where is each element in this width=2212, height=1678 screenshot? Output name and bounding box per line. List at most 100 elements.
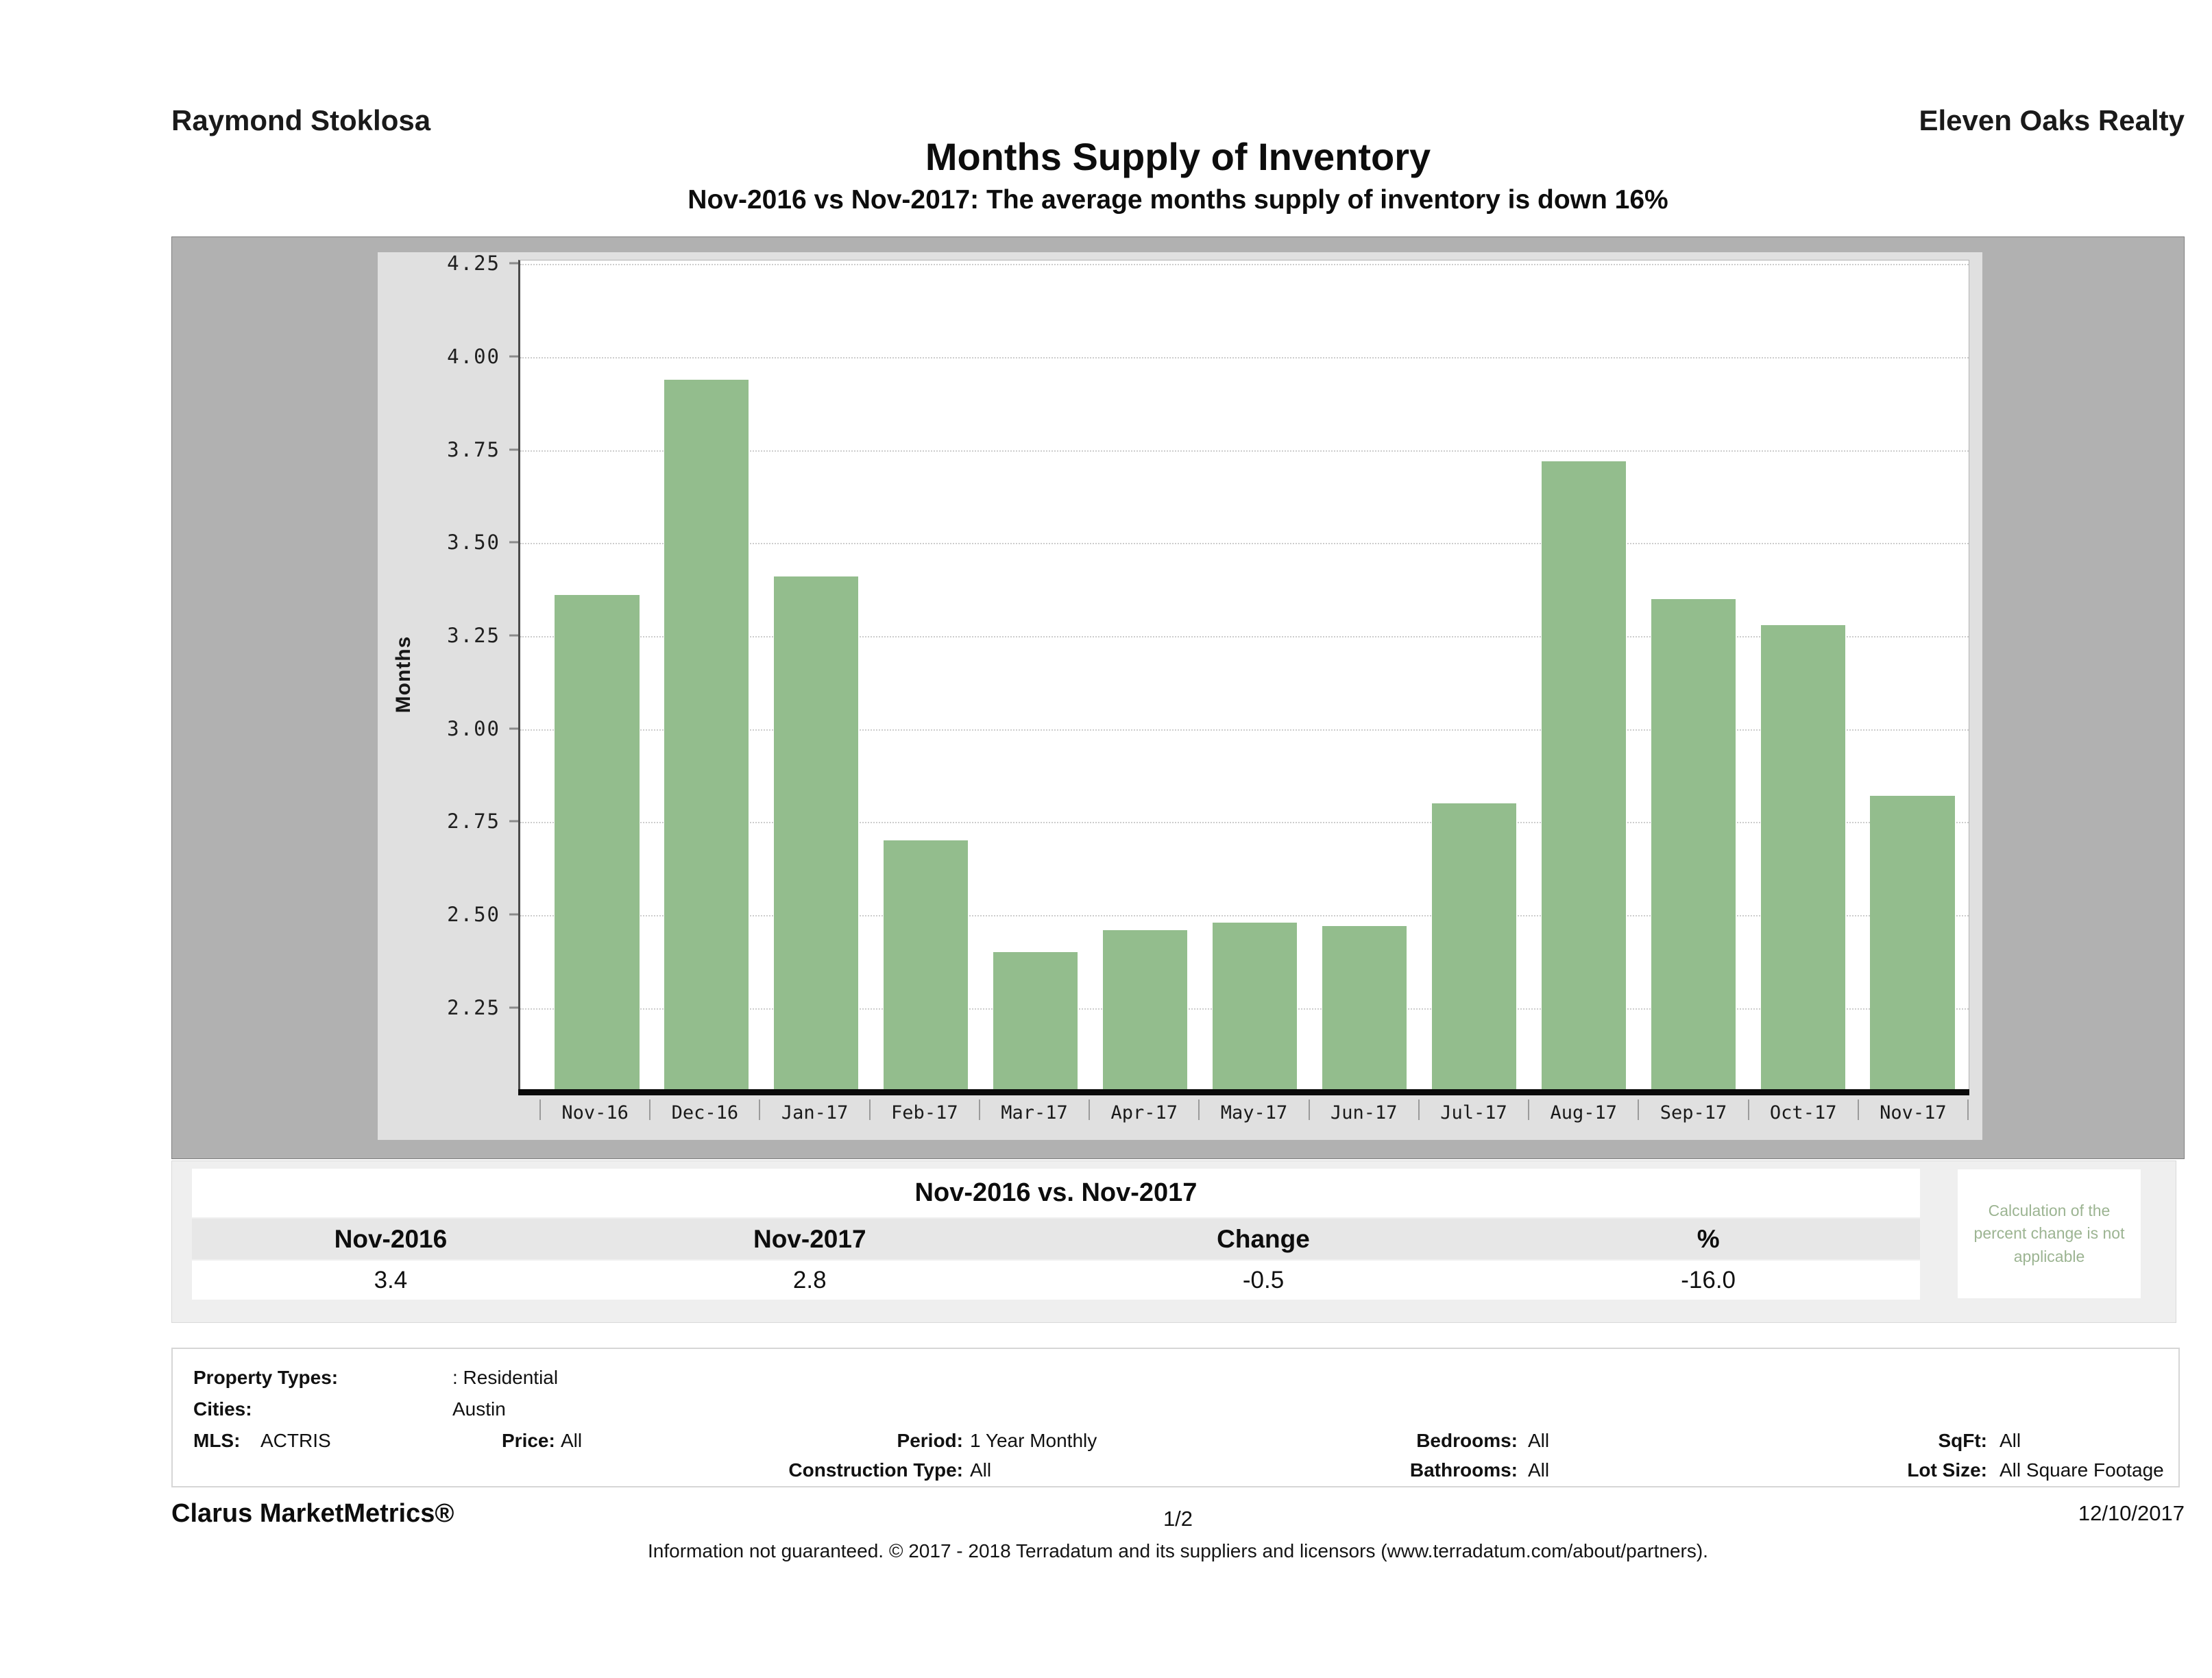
lot-size-value: All Square Footage <box>2000 1459 2164 1481</box>
bar-dec-16 <box>664 379 749 1090</box>
page-number: 1/2 <box>1163 1507 1193 1531</box>
x-tick-cell: Nov-16 <box>539 1098 650 1130</box>
chart-panel: Months 4.25 4.00 3.75 3.50 3.25 3.00 2.75 2.50 2… <box>378 252 1982 1140</box>
x-tick-label: Oct-17 <box>1769 1102 1837 1123</box>
page-subtitle: Nov-2016 vs Nov-2017: The average months… <box>688 185 1668 215</box>
bar-slot <box>1858 260 1967 1090</box>
bar-slot <box>871 260 981 1090</box>
x-axis-labels: Nov-16 Dec-16 Jan-17 Feb-17 Mar-17 Apr-17 May-… <box>518 1098 1969 1130</box>
mls-label: MLS: <box>193 1430 241 1451</box>
x-tick-separator <box>1089 1099 1091 1120</box>
bar-jan-17 <box>774 576 859 1090</box>
y-tick-mark <box>509 448 518 451</box>
bar-slot <box>1748 260 1858 1090</box>
x-tick-label: Jan-17 <box>781 1102 849 1123</box>
column-header-change: Change <box>1217 1224 1310 1253</box>
x-tick-label: Jul-17 <box>1440 1102 1507 1123</box>
gridline <box>520 357 1969 359</box>
bar-nov-16 <box>555 595 640 1090</box>
x-tick-separator <box>1418 1099 1420 1120</box>
x-tick-label: May-17 <box>1220 1102 1288 1123</box>
x-tick-cell: Aug-17 <box>1528 1098 1638 1130</box>
column-header-percent: % <box>1697 1224 1720 1253</box>
y-tick-label: 3.75 <box>447 437 500 461</box>
property-types-value: : Residential <box>452 1367 559 1388</box>
x-tick-label: Nov-17 <box>1880 1102 1947 1123</box>
page-title: Months Supply of Inventory <box>925 135 1431 178</box>
x-tick-separator <box>1857 1099 1859 1120</box>
value-change: -0.5 <box>1242 1266 1285 1293</box>
bar-slot <box>1529 260 1638 1090</box>
construction-type-label: Construction Type: <box>788 1459 963 1481</box>
bar-slot <box>1638 260 1748 1090</box>
bar-feb-17 <box>884 840 969 1090</box>
bar-slot <box>762 260 871 1090</box>
comparison-value-row: 3.4 2.8 -0.5 -16.0 <box>192 1261 1920 1300</box>
gridline <box>520 822 1969 824</box>
x-tick-separator <box>1638 1099 1640 1120</box>
bar-may-17 <box>1212 922 1298 1090</box>
bar-jun-17 <box>1322 926 1407 1090</box>
bar-aug-17 <box>1541 461 1626 1090</box>
bar-slot <box>1309 260 1419 1090</box>
bar-jul-17 <box>1431 803 1516 1090</box>
column-header-nov-2016: Nov-2016 <box>334 1224 448 1253</box>
bar-slot <box>542 260 652 1090</box>
period-label: Period: <box>897 1430 963 1451</box>
x-tick-label: Mar-17 <box>1001 1102 1068 1123</box>
sqft-value: All <box>2000 1430 2021 1451</box>
gridline <box>520 914 1969 916</box>
bar-slot <box>1091 260 1200 1090</box>
brand-name: Clarus MarketMetrics® <box>171 1499 454 1528</box>
x-tick-cell: Oct-17 <box>1747 1098 1858 1130</box>
y-tick-mark <box>509 913 518 916</box>
y-tick-mark <box>509 541 518 544</box>
x-tick-cell: Apr-17 <box>1089 1098 1199 1130</box>
property-types-label: Property Types: <box>193 1367 339 1388</box>
comparison-table-title: Nov-2016 vs. Nov-2017 <box>192 1169 1920 1217</box>
y-tick-label: 2.25 <box>447 995 500 1019</box>
price-value: All <box>561 1430 583 1451</box>
agent-name: Raymond Stoklosa <box>171 104 431 136</box>
x-tick-label: Sep-17 <box>1660 1102 1727 1123</box>
period-value: 1 Year Monthly <box>970 1430 1097 1451</box>
bar-slot <box>652 260 762 1090</box>
y-tick-label: 4.25 <box>447 252 500 276</box>
gridline <box>520 264 1969 266</box>
bar-slot <box>1419 260 1529 1090</box>
bar-mar-17 <box>993 952 1078 1090</box>
y-tick-mark <box>509 355 518 358</box>
bar-slot <box>1200 260 1310 1090</box>
x-tick-separator <box>1198 1099 1200 1120</box>
comparison-table: Nov-2016 vs. Nov-2017 Nov-2016 Nov-2017 … <box>192 1169 1920 1300</box>
x-tick-separator <box>649 1099 651 1120</box>
x-tick-label: Nov-16 <box>561 1102 629 1123</box>
x-tick-label: Dec-16 <box>671 1102 739 1123</box>
x-tick-separator <box>1967 1099 1969 1120</box>
percent-change-note: Calculation of the percent change is not… <box>1958 1169 2141 1298</box>
y-tick-mark <box>509 634 518 637</box>
x-tick-cell: May-17 <box>1198 1098 1309 1130</box>
value-nov-2016: 3.4 <box>374 1266 408 1293</box>
x-tick-separator <box>539 1099 541 1120</box>
bar-apr-17 <box>1103 929 1188 1090</box>
price-label: Price: <box>502 1430 555 1451</box>
chart-container: Months 4.25 4.00 3.75 3.50 3.25 3.00 2.75 2.50 2… <box>171 236 2185 1159</box>
gridline <box>520 543 1969 545</box>
company-name: Eleven Oaks Realty <box>1919 104 2185 136</box>
x-tick-cell: Feb-17 <box>868 1098 980 1130</box>
x-tick-separator <box>1308 1099 1310 1120</box>
x-tick-cell: Nov-17 <box>1857 1098 1969 1130</box>
y-tick-mark <box>509 1006 518 1009</box>
plot-area <box>518 260 1969 1090</box>
mls-value: ACTRIS <box>260 1430 331 1451</box>
x-tick-separator <box>868 1099 871 1120</box>
bar-oct-17 <box>1760 624 1845 1090</box>
report-date: 12/10/2017 <box>2078 1501 2185 1525</box>
x-tick-cell: Jul-17 <box>1418 1098 1529 1130</box>
bars-area <box>520 260 1969 1090</box>
gridline <box>520 729 1969 731</box>
x-tick-cell: Mar-17 <box>978 1098 1089 1130</box>
criteria-box: Property Types: : Residential Cities: Au… <box>171 1348 2180 1487</box>
